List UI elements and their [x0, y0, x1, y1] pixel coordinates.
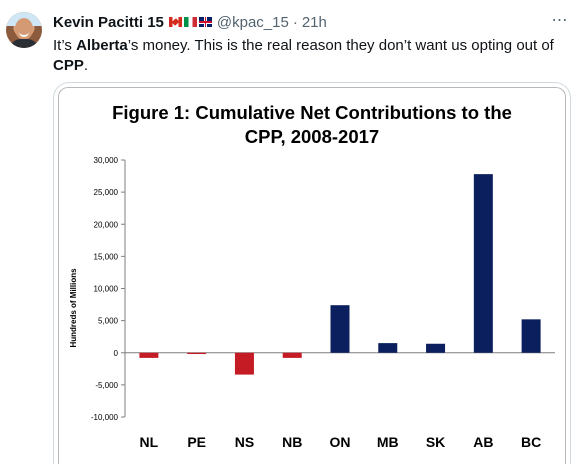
bar-mb	[378, 343, 398, 353]
y-tick-label: 5,000	[98, 317, 119, 326]
y-tick-label: -5,000	[95, 381, 118, 390]
y-axis-label: Hundreds of Millions	[69, 268, 78, 348]
y-tick-label: 20,000	[94, 220, 119, 229]
x-tick-label: AB	[473, 434, 493, 450]
avatar[interactable]	[6, 12, 42, 48]
chart-title-line-2: CPP, 2008-2017	[245, 126, 379, 147]
tweet-text: It’s Alberta’s money. This is the real r…	[53, 36, 568, 76]
more-options-icon[interactable]: ⋯	[551, 12, 569, 29]
x-tick-label: MB	[377, 434, 399, 450]
separator-dot: ·	[292, 13, 298, 31]
bar-nb	[282, 352, 302, 358]
bar-chart: Figure 1: Cumulative Net Contributions t…	[69, 102, 555, 450]
x-tick-label: NB	[282, 434, 302, 450]
tweet-media[interactable]: Figure 1: Cumulative Net Contributions t…	[53, 82, 571, 464]
chart-image: Figure 1: Cumulative Net Contributions t…	[58, 87, 566, 464]
tweet-bold-cpp: CPP	[53, 57, 84, 74]
x-tick-label: NS	[235, 434, 254, 450]
x-tick-label: SK	[426, 434, 445, 450]
y-tick-label: -10,000	[91, 413, 119, 422]
y-tick-label: 10,000	[94, 285, 119, 294]
bar-nl	[139, 352, 159, 358]
chart-title-line-1: Figure 1: Cumulative Net Contributions t…	[112, 102, 512, 123]
timestamp[interactable]: 21h	[301, 13, 327, 31]
tweet-bold-alberta: Alberta	[76, 37, 128, 54]
uk-flag-icon	[198, 17, 212, 27]
bar-bc	[521, 319, 541, 353]
x-tick-label: NL	[140, 434, 159, 450]
author-handle[interactable]: @kpac_15	[216, 13, 289, 31]
bar-sk	[426, 343, 446, 353]
author-flags	[168, 17, 212, 27]
x-tick-label: BC	[521, 434, 541, 450]
tweet-header: Kevin Pacitti 15 @kpac_15 · 21h	[53, 12, 327, 32]
x-tick-label: ON	[330, 434, 351, 450]
y-tick-label: 30,000	[94, 156, 119, 165]
bar-ab	[473, 174, 493, 353]
avatar-smile	[19, 31, 29, 37]
avatar-shirt	[9, 39, 39, 48]
bar-ns	[234, 352, 254, 375]
bar-pe	[187, 352, 207, 355]
tweet-text-part: .	[83, 57, 89, 74]
x-tick-label: PE	[187, 434, 206, 450]
tweet-text-part: It’s	[53, 37, 77, 54]
bar-on	[330, 305, 350, 353]
author-name[interactable]: Kevin Pacitti 15	[53, 13, 164, 31]
plot-area: 30,000 25,000 20,000 15,000 10,000 5,000 0 -5,0…	[91, 156, 555, 450]
y-tick-label: 15,000	[94, 252, 119, 261]
y-tick-label: 25,000	[94, 188, 119, 197]
tweet-text-part: ’s money. This is the real reason they d…	[127, 37, 554, 54]
canada-flag-icon	[168, 17, 182, 27]
y-tick-label: 0	[114, 349, 119, 358]
italy-flag-icon	[183, 17, 197, 27]
